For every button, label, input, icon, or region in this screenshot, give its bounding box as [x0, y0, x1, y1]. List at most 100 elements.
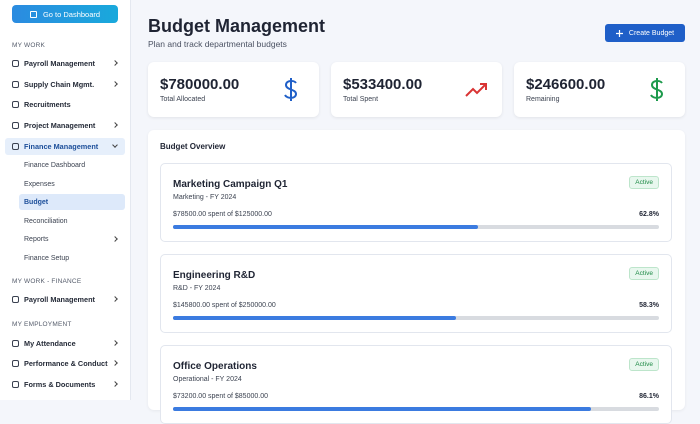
page: Budget Management {"sidebar":{"button":"… [0, 0, 685, 424]
stat-value: $780000.00 [160, 76, 240, 93]
nav-item[interactable]: Finance Management [5, 138, 125, 155]
section-heading: MY WORK [12, 42, 46, 49]
nav-item[interactable]: Project Management [5, 117, 125, 134]
progress-track [173, 225, 659, 229]
plus-icon [615, 29, 623, 37]
nav-subitem[interactable]: Budget [19, 194, 125, 210]
spent-text: $145800.00 spent of $250000.00 [173, 302, 276, 309]
percent-label: 62.8% [639, 211, 659, 218]
chevron [112, 81, 118, 87]
nav-label: Performance & Conduct [24, 359, 108, 368]
nav-icon [12, 296, 19, 303]
stat-card: $533400.00 Total Spent [331, 62, 502, 117]
app: Go to Dashboard MY WORK Payroll Managemen… [0, 0, 685, 424]
status-badge: Active [629, 358, 659, 371]
budget-period: Operational - FY 2024 [173, 376, 242, 383]
chevron [112, 236, 118, 242]
chevron [112, 142, 118, 148]
nav-icon [12, 101, 19, 108]
status-badge: Active [629, 267, 659, 280]
percent-label: 86.1% [639, 393, 659, 400]
budget-period: R&D - FY 2024 [173, 285, 221, 292]
nav-item[interactable]: Payroll Management [5, 291, 125, 308]
section-heading: MY WORK - FINANCE [12, 278, 82, 285]
create-budget-button[interactable]: Create Budget [605, 24, 685, 42]
chevron [112, 381, 118, 387]
stat-card: $780000.00 Total Allocated [148, 62, 319, 117]
budget-name: Marketing Campaign Q1 [173, 179, 288, 190]
chevron [112, 360, 118, 366]
button-label: Go to Dashboard [42, 9, 101, 19]
nav-icon [12, 60, 19, 67]
progress-fill [173, 407, 592, 411]
nav-label: Recruitments [24, 100, 71, 109]
nav-icon [12, 340, 19, 347]
page-subtitle: Plan and track departmental budgets [148, 39, 287, 49]
stat-icon [650, 78, 664, 101]
nav-subitem[interactable]: Finance Setup [19, 250, 125, 266]
nav-icon [12, 360, 19, 367]
spent-text: $73200.00 spent of $85000.00 [173, 393, 268, 400]
stat-label: Total Spent [343, 96, 379, 103]
chevron [112, 122, 118, 128]
budget-overview: Budget Overview Marketing Campaign Q1 Mar… [148, 130, 685, 424]
nav-label: My Attendance [24, 339, 76, 348]
stat-icon [284, 78, 298, 101]
nav-item[interactable]: Supply Chain Mgmt. [5, 76, 125, 93]
progress-fill [173, 225, 479, 229]
nav-item[interactable]: Forms & Documents [5, 376, 125, 393]
budget-period: Marketing - FY 2024 [173, 194, 237, 201]
nav-subitem[interactable]: Reports [19, 231, 125, 247]
nav-item[interactable]: My Attendance [5, 335, 125, 352]
nav-label: Forms & Documents [24, 380, 96, 389]
nav-label: Finance Dashboard [24, 161, 86, 169]
nav-item[interactable]: Recruitments [5, 96, 125, 113]
nav-item[interactable]: Payroll Management [5, 55, 125, 72]
budget-name: Office Operations [173, 361, 257, 372]
nav-subitem[interactable]: Reconciliation [19, 213, 125, 229]
chevron [112, 60, 118, 66]
page-title: Budget Management [148, 16, 326, 36]
chevron [112, 296, 118, 302]
budget-name: Engineering R&D [173, 270, 256, 281]
section-heading: MY EMPLOYMENT [12, 321, 72, 328]
budget-card[interactable]: Marketing Campaign Q1 Marketing - FY 2024… [160, 163, 672, 242]
grid-icon [29, 10, 37, 18]
progress-track [173, 316, 659, 320]
sidebar: Go to Dashboard MY WORK Payroll Managemen… [0, 0, 131, 400]
button-label: Create Budget [628, 29, 675, 37]
progress-track [173, 407, 659, 411]
nav-label: Finance Setup [24, 254, 70, 262]
percent-label: 58.3% [639, 302, 659, 309]
status-badge: Active [629, 176, 659, 189]
nav-label: Project Management [24, 121, 96, 130]
chevron [112, 340, 118, 346]
nav-item[interactable]: Performance & Conduct [5, 355, 125, 372]
nav-icon [12, 381, 19, 388]
nav-label: Reports [24, 235, 49, 243]
spent-text: $78500.00 spent of $125000.00 [173, 211, 272, 218]
nav-label: Supply Chain Mgmt. [24, 80, 95, 89]
nav-label: Budget [24, 198, 49, 206]
budget-card[interactable]: Engineering R&D R&D - FY 2024 Active $14580… [160, 254, 672, 333]
nav-icon [12, 81, 19, 88]
nav-subitem[interactable]: Finance Dashboard [19, 157, 125, 173]
nav-icon [12, 143, 19, 150]
stat-card: $246600.00 Remaining [514, 62, 685, 117]
nav-label: Expenses [24, 180, 55, 188]
nav-label: Reconciliation [24, 217, 68, 225]
nav-label: Payroll Management [24, 295, 95, 304]
nav-subitem[interactable]: Expenses [19, 176, 125, 192]
nav-icon [12, 122, 19, 129]
stat-label: Remaining [526, 96, 560, 103]
stat-value: $246600.00 [526, 76, 606, 93]
nav-label: Finance Management [24, 142, 99, 151]
budget-card[interactable]: Office Operations Operational - FY 2024 Ac… [160, 345, 672, 424]
stat-icon [465, 83, 487, 97]
section-title: Budget Overview [160, 142, 226, 151]
stat-value: $533400.00 [343, 76, 423, 93]
progress-fill [173, 316, 457, 320]
dashboard-button[interactable]: Go to Dashboard [12, 5, 118, 23]
stat-label: Total Allocated [160, 96, 206, 103]
nav-label: Payroll Management [24, 59, 95, 68]
